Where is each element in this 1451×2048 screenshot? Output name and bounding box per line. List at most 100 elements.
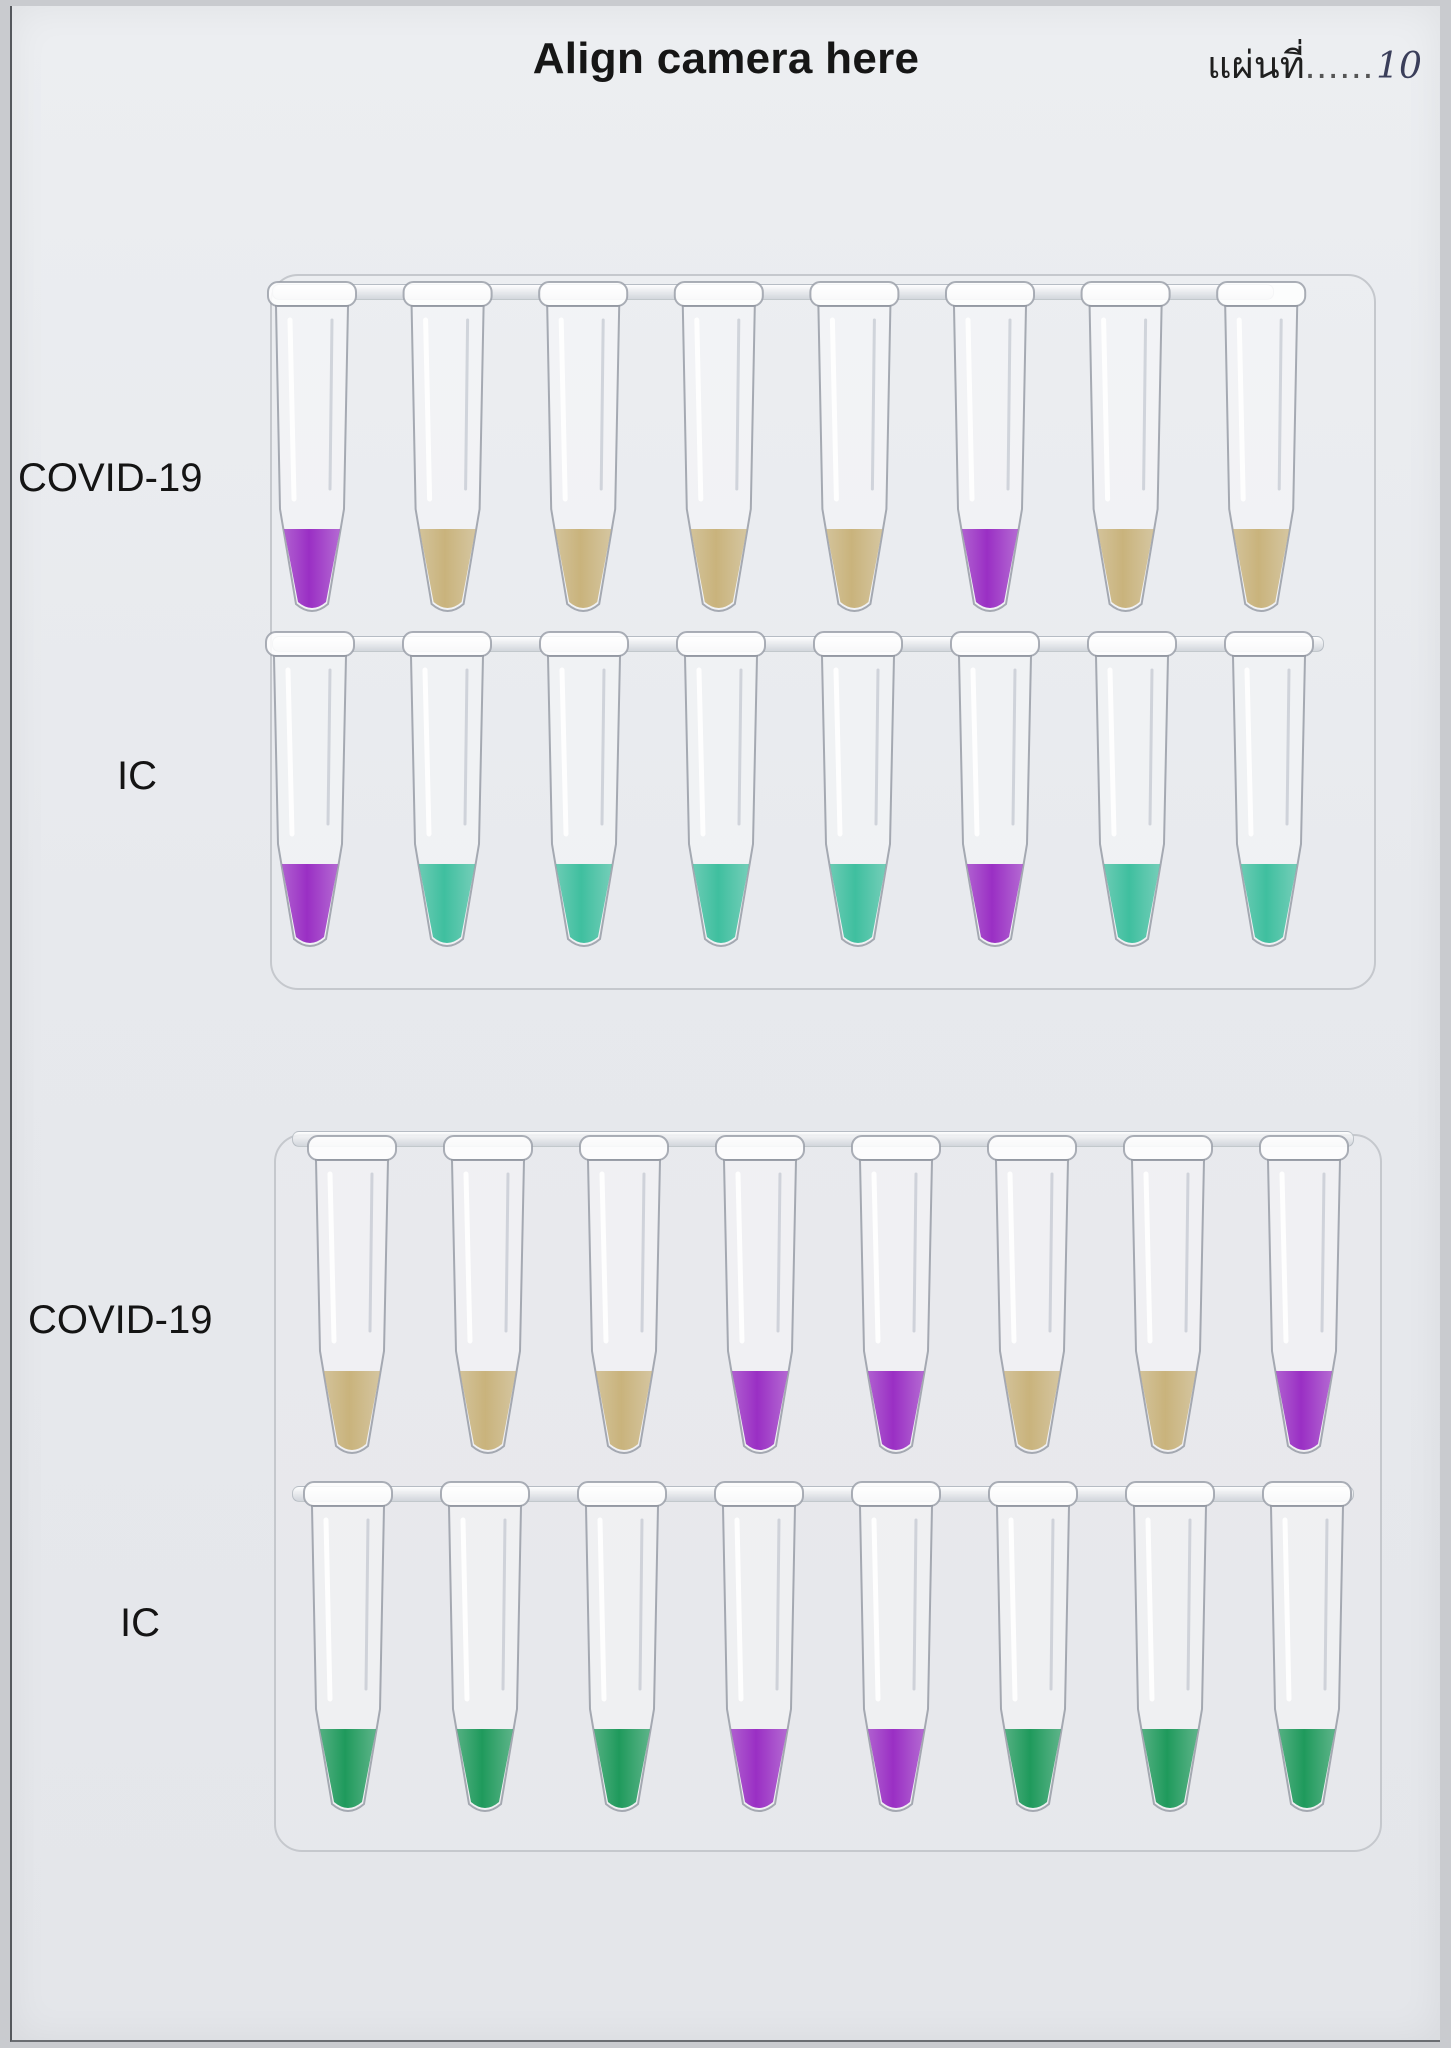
pcr-tube (714, 1481, 804, 1812)
tube-highlight (734, 1517, 744, 1702)
tube-liquid (282, 864, 338, 943)
pcr-tube (1123, 1135, 1213, 1454)
sheet-number-dots: ...... (1304, 45, 1375, 87)
tube-liquid (1097, 529, 1154, 608)
pcr-tube (813, 631, 903, 947)
tube-highlight (1007, 1171, 1017, 1344)
tube-shadow-line (638, 1518, 644, 1691)
tube-shadow-line (775, 1518, 781, 1691)
tube-shadow-line (1006, 318, 1012, 491)
tube-liquid (284, 529, 340, 608)
pcr-tube (303, 1481, 393, 1812)
tube-liquid (556, 864, 612, 943)
tube-cap (1125, 1481, 1215, 1507)
pcr-tube (950, 631, 1040, 947)
tube-highlight (285, 667, 295, 837)
tube-highlight (871, 1171, 881, 1344)
tube-shadow-line (1186, 1518, 1192, 1691)
pcr-tube (673, 281, 764, 612)
pcr-tube (440, 1481, 530, 1812)
pcr-tube (1224, 631, 1314, 947)
tube-liquid (693, 864, 749, 943)
pcr-tube (402, 631, 492, 947)
tube-cap (851, 1481, 941, 1507)
pcr-tube (538, 281, 629, 612)
tube-liquid (967, 864, 1023, 943)
tube-liquid (690, 529, 747, 608)
tube-shadow-line (1049, 1518, 1055, 1691)
row-label-p1-covid: COVID-19 (18, 456, 203, 500)
tube-liquid (830, 864, 886, 943)
tube-highlight (833, 667, 843, 837)
tube-shadow-line (1320, 1172, 1326, 1333)
tube-highlight (599, 1171, 609, 1344)
tube-highlight (829, 317, 839, 502)
tube-highlight (558, 317, 568, 502)
pcr-tube (579, 1135, 669, 1454)
tube-liquid (419, 864, 475, 943)
tube-highlight (287, 317, 297, 502)
tube-row-p2-ic (303, 1481, 1352, 1812)
tube-highlight (559, 667, 569, 837)
sheet-number-field: แผ่นที่......10 (1207, 34, 1422, 95)
tube-liquid (594, 1729, 650, 1808)
tube-row-p1-covid (267, 281, 1307, 612)
tube-liquid (1279, 1729, 1335, 1808)
tube-shadow-line (364, 1518, 370, 1691)
tube-shadow-line (600, 668, 606, 826)
pcr-tube (307, 1135, 397, 1454)
tube-shadow-line (776, 1172, 782, 1333)
tube-liquid (1276, 1371, 1332, 1450)
pcr-tube (265, 631, 355, 947)
tube-shadow-line (1184, 1172, 1190, 1333)
tube-shadow-line (326, 668, 332, 826)
tube-shadow-line (912, 1518, 918, 1691)
tube-shadow-line (1048, 1172, 1054, 1333)
pcr-tube (577, 1481, 667, 1812)
tube-cap (440, 1481, 530, 1507)
pcr-tube (851, 1481, 941, 1812)
tube-highlight (696, 667, 706, 837)
tube-highlight (1008, 1517, 1018, 1702)
tube-shadow-line (464, 318, 470, 491)
pcr-tube (539, 631, 629, 947)
row-label-p2-covid: COVID-19 (28, 1298, 213, 1342)
tube-liquid (320, 1729, 376, 1808)
tube-liquid (731, 1729, 787, 1808)
pcr-tube (1262, 1481, 1352, 1812)
tube-shadow-line (912, 1172, 918, 1333)
tube-liquid (868, 1729, 924, 1808)
row-label-p2-ic: IC (120, 1601, 160, 1645)
tube-shadow-line (599, 318, 605, 491)
tube-highlight (1145, 1517, 1155, 1702)
tube-highlight (1101, 317, 1111, 502)
pcr-tube (1216, 281, 1307, 612)
pcr-tube (988, 1481, 1078, 1812)
tube-liquid (460, 1371, 516, 1450)
tube-highlight (460, 1517, 470, 1702)
row-label-p1-ic: IC (117, 754, 157, 798)
tube-liquid (962, 529, 1018, 608)
tube-highlight (323, 1517, 333, 1702)
tube-cap (988, 1481, 1078, 1507)
pcr-tube (715, 1135, 805, 1454)
tube-strip-2b (292, 1486, 1354, 1502)
tube-liquid (555, 529, 612, 608)
pcr-tube (267, 281, 357, 612)
tube-highlight (1282, 1517, 1292, 1702)
tube-highlight (1236, 317, 1246, 502)
pcr-tube (443, 1135, 533, 1454)
tube-highlight (970, 667, 980, 837)
tube-liquid (457, 1729, 513, 1808)
tube-strip-2a (292, 1131, 1354, 1147)
tube-shadow-line (1148, 668, 1154, 826)
tube-highlight (422, 667, 432, 837)
tube-highlight (423, 317, 433, 502)
pcr-tube (851, 1135, 941, 1454)
tube-shadow-line (1011, 668, 1017, 826)
tube-highlight (1143, 1171, 1153, 1344)
tube-liquid (826, 529, 883, 608)
tube-shadow-line (1323, 1518, 1329, 1691)
tube-liquid (324, 1371, 380, 1450)
tube-liquid (1104, 864, 1160, 943)
